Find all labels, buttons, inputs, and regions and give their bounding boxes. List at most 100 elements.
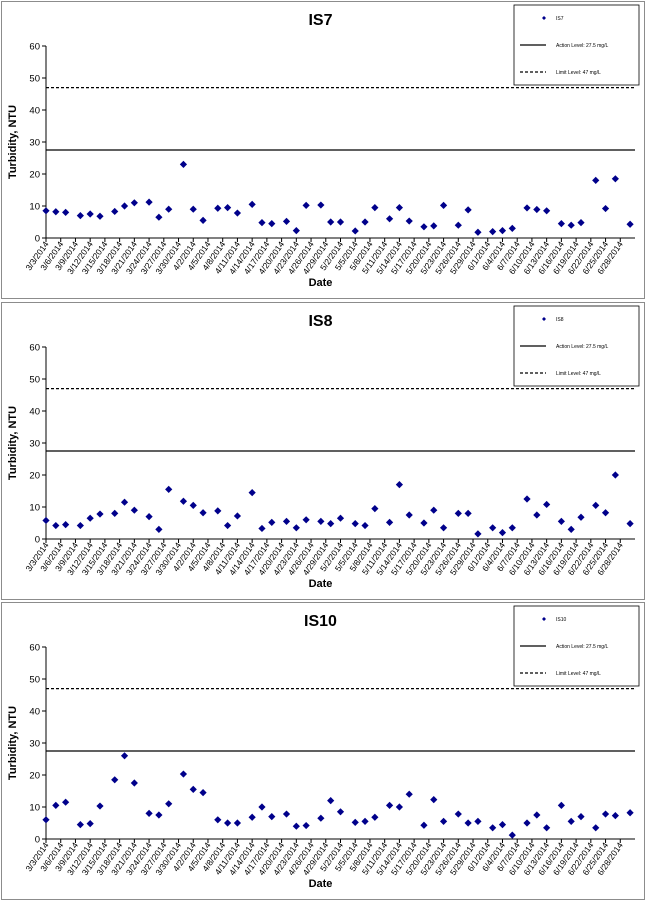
data-point	[523, 495, 531, 503]
data-point	[592, 176, 600, 184]
data-point	[111, 776, 119, 784]
data-point	[199, 216, 207, 224]
data-point	[454, 221, 462, 229]
data-point	[214, 204, 222, 212]
legend-swatch-marker	[542, 617, 546, 621]
data-point	[420, 821, 428, 829]
data-point	[62, 208, 70, 216]
chart-panel-is10: IS10 0 10 20 30 40 50 60 3/3/2014 3/6/2014 3/9/201…	[1, 602, 645, 900]
data-point	[302, 821, 310, 830]
data-point	[611, 812, 619, 820]
data-point	[317, 517, 325, 525]
data-point	[351, 227, 359, 235]
data-point	[498, 529, 507, 537]
y-axis-label: Turbidity, NTU	[7, 706, 19, 780]
legend-entry: Limit Level: 47 mg/L	[556, 70, 601, 76]
data-point	[327, 218, 335, 226]
y-tick-label: 60	[29, 343, 40, 354]
chart-title: IS8	[308, 313, 332, 330]
data-point	[248, 813, 256, 821]
data-point	[52, 521, 60, 530]
data-point	[248, 200, 256, 208]
data-point	[233, 209, 242, 217]
y-tick-label: 10	[29, 202, 40, 213]
data-point	[282, 810, 291, 818]
data-point	[165, 800, 173, 808]
data-point	[395, 204, 403, 212]
data-point	[62, 798, 70, 806]
data-point	[111, 207, 119, 216]
data-point	[233, 512, 242, 520]
data-point	[592, 501, 600, 509]
data-point	[224, 204, 232, 212]
data-point	[567, 221, 575, 229]
data-point	[533, 811, 541, 819]
data-point	[52, 801, 60, 809]
data-point	[214, 816, 222, 824]
legend-swatch-marker	[542, 16, 546, 20]
data-point	[145, 513, 153, 521]
data-point	[543, 207, 551, 215]
data-point	[420, 519, 428, 527]
y-tick-label: 60	[29, 42, 40, 53]
legend-entry: IS10	[556, 617, 567, 623]
data-point	[439, 201, 448, 209]
data-point	[601, 204, 610, 213]
data-point	[371, 204, 379, 212]
data-point	[577, 513, 585, 521]
data-point	[385, 215, 394, 223]
data-point	[351, 818, 359, 826]
data-point	[282, 517, 291, 525]
data-point	[523, 819, 531, 827]
data-point	[145, 809, 153, 817]
chart-title: IS10	[304, 613, 337, 630]
data-point	[111, 509, 119, 517]
data-point	[464, 819, 472, 827]
y-tick-label: 50	[29, 675, 40, 686]
data-point	[395, 481, 403, 489]
y-tick-label: 20	[29, 170, 40, 181]
data-point	[474, 228, 482, 236]
data-point	[120, 202, 129, 210]
data-point	[336, 514, 345, 522]
y-tick-label: 10	[29, 503, 40, 514]
data-point	[189, 501, 197, 509]
y-tick-label: 50	[29, 375, 40, 386]
data-point	[430, 222, 438, 230]
legend-entry: IS8	[556, 317, 564, 323]
data-point	[474, 817, 482, 825]
data-point	[474, 530, 482, 538]
y-tick-label: 20	[29, 771, 40, 782]
data-point	[557, 220, 565, 228]
data-point	[120, 752, 129, 760]
data-point	[224, 521, 232, 530]
data-point	[626, 220, 634, 228]
data-point	[336, 808, 345, 816]
legend-entry: Action Level: 27.5 mg/L	[556, 43, 608, 49]
data-point	[120, 498, 129, 506]
y-tick-label: 10	[29, 803, 40, 814]
data-point	[76, 212, 84, 220]
data-point	[214, 507, 222, 515]
y-tick-label: 0	[35, 535, 40, 546]
data-point	[523, 204, 531, 212]
data-point	[601, 509, 610, 517]
data-point	[489, 228, 497, 236]
data-point	[592, 824, 600, 832]
y-axis-label: Turbidity, NTU	[7, 105, 19, 179]
data-point	[405, 217, 413, 225]
data-point	[327, 520, 335, 528]
data-point	[405, 511, 413, 519]
data-point	[76, 821, 84, 829]
data-point	[626, 520, 634, 528]
y-tick-label: 50	[29, 74, 40, 85]
data-point	[385, 801, 394, 809]
data-point	[430, 796, 438, 804]
data-point	[317, 201, 325, 209]
data-point	[439, 817, 448, 825]
chart-svg-is8: IS801020304050603/3/20143/6/20143/9/2014…	[7, 305, 640, 590]
data-point	[189, 205, 197, 213]
data-point	[268, 220, 276, 228]
data-point	[557, 801, 565, 809]
